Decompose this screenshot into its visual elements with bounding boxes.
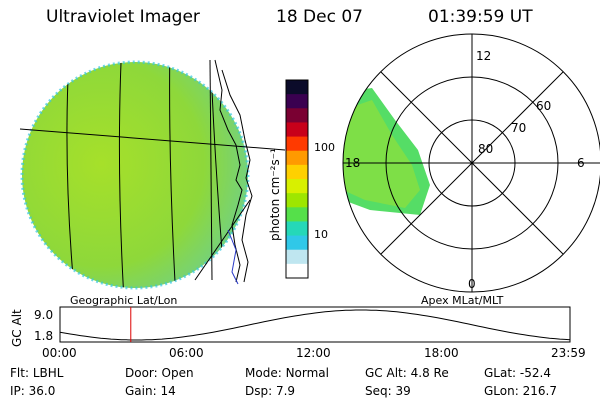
coastline bbox=[214, 59, 243, 283]
colorbar-segment bbox=[286, 221, 308, 237]
geographic-panel-label: Geographic Lat/Lon bbox=[70, 294, 177, 307]
mlat-label-80: 80 bbox=[478, 142, 493, 156]
polar-panel-label: Apex MLat/MLT bbox=[421, 294, 504, 307]
earth-disc bbox=[22, 62, 248, 288]
info-door: Door: Open bbox=[125, 366, 194, 380]
disc-edge bbox=[20, 60, 250, 290]
longitude-line-outer bbox=[209, 59, 213, 281]
mlt-label-6: 6 bbox=[577, 156, 585, 170]
info-ip: IP: 36.0 bbox=[10, 384, 56, 398]
info-flt: Flt: LBHL bbox=[10, 366, 64, 380]
colorbar-segment bbox=[286, 235, 308, 251]
colorbar-segment bbox=[286, 150, 308, 166]
altitude-xtick: 23:59 bbox=[551, 346, 586, 360]
limb-line bbox=[194, 199, 251, 281]
altitude-ytick-low: 1.8 bbox=[34, 329, 53, 343]
colorbar-segment bbox=[286, 136, 308, 152]
info-glat: GLat: -52.4 bbox=[484, 366, 551, 380]
colorbar-segment bbox=[286, 263, 308, 279]
colorbar-tick-10: 10 bbox=[314, 228, 328, 241]
info-glon: GLon: 216.7 bbox=[484, 384, 557, 398]
altitude-plot-frame bbox=[59, 306, 571, 343]
altitude-xtick: 06:00 bbox=[169, 346, 204, 360]
date-label: 18 Dec 07 bbox=[276, 7, 363, 27]
altitude-curve bbox=[59, 309, 571, 341]
polar-axis-diagonal bbox=[380, 71, 564, 255]
altitude-plot: GC Alt 9.0 1.8 00:00 06:00 12:00 18:00 2… bbox=[10, 306, 586, 360]
colorbar-unit-label: photon cm⁻²s⁻¹ bbox=[268, 148, 282, 241]
colorbar bbox=[285, 79, 309, 279]
info-gc-alt: GC Alt: 4.8 Re bbox=[365, 366, 449, 380]
coastline-blue bbox=[227, 229, 239, 285]
geographic-image bbox=[19, 59, 286, 290]
time-label: 01:39:59 UT bbox=[428, 7, 533, 27]
coastline bbox=[221, 69, 253, 283]
altitude-ytick-high: 9.0 bbox=[34, 308, 53, 322]
info-gain: Gain: 14 bbox=[125, 384, 176, 398]
colorbar-segment bbox=[286, 122, 308, 138]
colorbar-tick-100: 100 bbox=[314, 141, 335, 154]
colorbar-segment bbox=[286, 108, 308, 123]
mlt-label-0: 0 bbox=[468, 277, 476, 291]
info-seq: Seq: 39 bbox=[365, 384, 411, 398]
colorbar-segment bbox=[286, 193, 308, 208]
colorbar-segment bbox=[286, 249, 308, 265]
info-dsp: Dsp: 7.9 bbox=[245, 384, 296, 398]
mlt-label-12: 12 bbox=[476, 49, 491, 63]
colorbar-segment bbox=[286, 94, 308, 109]
latitude-line bbox=[19, 128, 286, 151]
colorbar-frame bbox=[285, 79, 309, 279]
colorbar-segment bbox=[286, 164, 308, 180]
mlat-label-70: 70 bbox=[511, 121, 526, 135]
colorbar-segment bbox=[286, 207, 308, 222]
info-mode: Mode: Normal bbox=[245, 366, 329, 380]
altitude-xtick: 12:00 bbox=[296, 346, 331, 360]
altitude-ylabel: GC Alt bbox=[10, 309, 24, 347]
mlt-label-18: 18 bbox=[345, 156, 360, 170]
altitude-xtick: 00:00 bbox=[42, 346, 77, 360]
colorbar-segment bbox=[286, 80, 308, 95]
polar-plot: 12 18 6 0 60 70 80 bbox=[342, 33, 600, 293]
mlat-label-60: 60 bbox=[536, 99, 551, 113]
colorbar-segment bbox=[286, 179, 308, 194]
altitude-xtick: 18:00 bbox=[424, 346, 459, 360]
instrument-title: Ultraviolet Imager bbox=[46, 7, 200, 27]
